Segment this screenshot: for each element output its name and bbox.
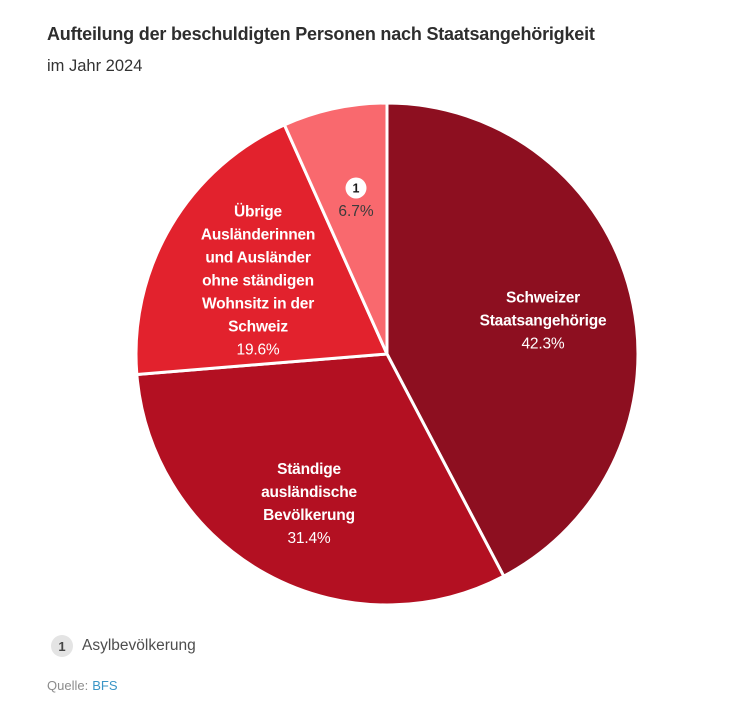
legend: 1 Asylbevölkerung — [51, 635, 196, 657]
pie-slice-0[interactable] — [385, 101, 640, 578]
source-label: Quelle: — [47, 678, 89, 693]
pie-slice-3[interactable] — [282, 101, 389, 356]
source-line: Quelle: BFS — [47, 678, 118, 693]
source-link[interactable]: BFS — [92, 678, 118, 693]
chart-title: Aufteilung der beschuldigten Personen na… — [47, 24, 595, 44]
pie-slice-2[interactable] — [134, 123, 389, 376]
chart-subtitle: im Jahr 2024 — [47, 57, 143, 75]
legend-label: Asylbevölkerung — [82, 637, 196, 654]
legend-footnote-marker: 1 — [51, 635, 73, 657]
pie-slice-1[interactable] — [135, 352, 506, 607]
